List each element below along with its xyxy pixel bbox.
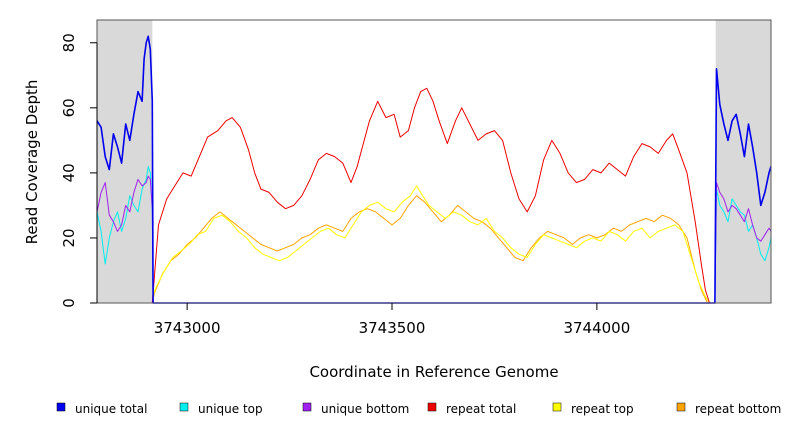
- y-tick-label: 80: [60, 33, 78, 52]
- y-axis: 0 20 40 60 80: [60, 33, 98, 308]
- y-tick-label: 20: [60, 228, 78, 247]
- legend-label: unique top: [198, 402, 263, 416]
- legend-item-unique-top: unique top: [179, 402, 263, 416]
- legend-swatch: [302, 402, 312, 412]
- legend-swatch: [179, 402, 189, 412]
- series-line-repeat-top: [151, 185, 710, 304]
- y-tick-label: 0: [60, 298, 78, 308]
- series-lines: [96, 35, 772, 304]
- legend-label: repeat bottom: [695, 402, 781, 416]
- legend-item-unique-total: unique total: [56, 402, 147, 416]
- series-line-unique-bottom: [96, 175, 772, 304]
- y-axis-label: Read Coverage Depth: [23, 80, 41, 245]
- x-axis: 3743000 3743500 3744000: [154, 303, 630, 337]
- y-tick-label: 60: [60, 98, 78, 117]
- x-tick-label: 3744000: [563, 319, 630, 337]
- legend-swatch: [427, 402, 437, 412]
- legend-swatch: [552, 402, 562, 412]
- x-tick-label: 3743500: [359, 319, 426, 337]
- legend-label: repeat total: [446, 402, 516, 416]
- legend: unique total unique top unique bottom repea…: [56, 402, 781, 416]
- legend-label: unique bottom: [321, 402, 409, 416]
- legend-item-unique-bottom: unique bottom: [302, 402, 409, 416]
- shaded-region-2: [715, 20, 771, 303]
- legend-swatch: [56, 402, 66, 412]
- plot-frame: [96, 19, 772, 304]
- y-tick-label: 40: [60, 163, 78, 182]
- shaded-regions: [97, 20, 771, 303]
- legend-label: repeat top: [571, 402, 634, 416]
- series-line-unique-total: [96, 35, 772, 304]
- x-axis-label: Coordinate in Reference Genome: [309, 363, 558, 381]
- x-tick-label: 3743000: [154, 319, 221, 337]
- legend-item-repeat-bottom: repeat bottom: [676, 402, 781, 416]
- legend-swatch: [676, 402, 686, 412]
- series-line-repeat-total: [151, 87, 710, 304]
- legend-item-repeat-total: repeat total: [427, 402, 516, 416]
- series-line-repeat-bottom: [97, 195, 771, 304]
- legend-label: unique total: [75, 402, 147, 416]
- legend-item-repeat-top: repeat top: [552, 402, 634, 416]
